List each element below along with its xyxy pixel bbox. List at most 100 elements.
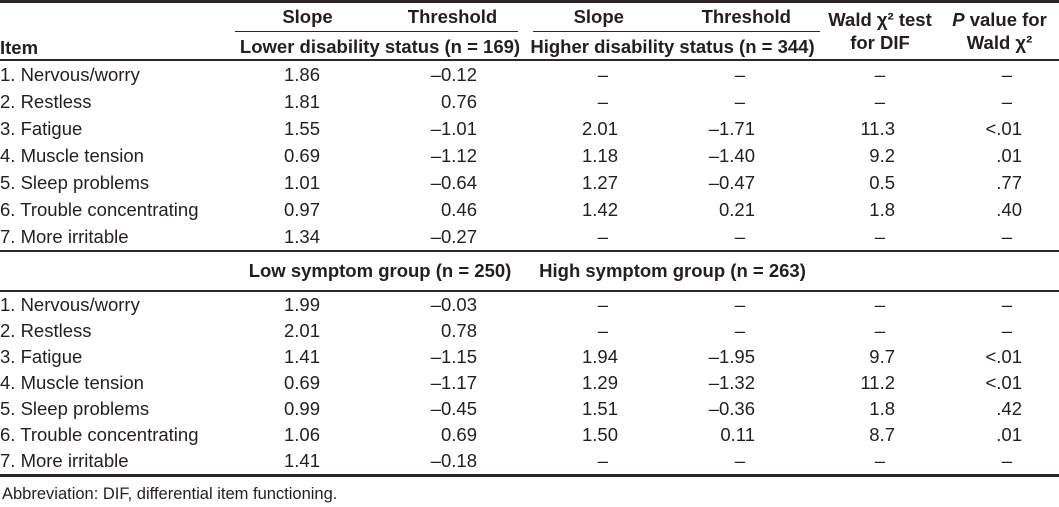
group1-slope-header: Slope [282, 5, 333, 27]
section-symptom-group: Low symptom group (n = 250) High symptom… [0, 250, 1059, 476]
value-cell: –0.36 [708, 398, 756, 419]
value-cell: 1.81 [283, 90, 320, 112]
value-cell: – [1001, 63, 1013, 85]
symptom-group-band-row: Low symptom group (n = 250) High symptom… [0, 250, 1059, 292]
value-cell: 9.2 [869, 144, 896, 166]
value-cell: 0.5 [869, 171, 896, 193]
value-cell: –0.45 [430, 398, 477, 419]
value-cell: 0.99 [283, 398, 320, 419]
value-cell: 1.41 [283, 346, 320, 367]
value-cell: .40 [996, 198, 1023, 220]
value-cell: – [597, 294, 608, 315]
value-cell: – [1001, 294, 1013, 315]
value-cell: 2.01 [283, 320, 320, 341]
value-cell: – [874, 294, 886, 315]
table-row: 1. Nervous/worry 1.99 –0.03 – – – – [0, 291, 1059, 318]
value-cell: 1.01 [283, 171, 320, 193]
wald-header-line1: Wald χ² test [828, 9, 932, 30]
item-cell: 7. More irritable [0, 450, 129, 471]
value-cell: – [597, 450, 608, 471]
table-row: 7. More irritable 1.41 –0.18 – – – – [0, 448, 1059, 476]
wald-header-line2: for DIF [850, 32, 910, 53]
group1-header: Slope Threshold Lower disability status … [235, 1, 525, 61]
value-cell: 1.86 [283, 63, 320, 85]
value-cell: 8.7 [869, 424, 896, 445]
value-cell: – [874, 90, 886, 112]
value-cell: –1.12 [430, 144, 477, 166]
value-cell: –1.40 [708, 144, 756, 166]
value-cell: 0.78 [440, 320, 477, 341]
item-cell: 1. Nervous/worry [0, 294, 140, 315]
band-empty-cell [940, 250, 1059, 292]
value-cell: 0.69 [440, 424, 477, 445]
value-cell: 0.76 [440, 90, 477, 112]
item-cell: 5. Sleep problems [0, 398, 150, 419]
group2-name: Higher disability status (n = 344) [530, 36, 815, 57]
value-cell: – [734, 294, 746, 315]
value-cell: 0.21 [719, 198, 756, 220]
item-cell: 2. Restless [0, 320, 92, 341]
group1-name: Lower disability status (n = 169) [239, 36, 521, 57]
value-cell: – [597, 225, 608, 247]
band-empty-cell [820, 250, 941, 292]
value-cell: 11.3 [860, 117, 896, 139]
group2-rule [533, 31, 821, 32]
value-cell: 11.2 [860, 372, 896, 393]
item-cell: 7. More irritable [0, 225, 129, 247]
value-cell: – [734, 450, 746, 471]
value-cell: 1.18 [581, 144, 618, 166]
group1-rule [235, 31, 518, 32]
value-cell: – [1001, 90, 1013, 112]
group1-subheaders: Slope Threshold [235, 3, 525, 30]
value-cell: 1.29 [581, 372, 618, 393]
table-row: 4. Muscle tension 0.69 –1.17 1.29 –1.32 11.2 <… [0, 370, 1059, 396]
value-cell: –1.71 [708, 117, 756, 139]
value-cell: –0.27 [430, 225, 477, 247]
value-cell: 1.06 [283, 424, 320, 445]
value-cell: –0.64 [430, 171, 477, 193]
value-cell: – [1001, 320, 1013, 341]
value-cell: 1.55 [283, 117, 320, 139]
value-cell: –1.01 [430, 117, 477, 139]
value-cell: –1.17 [430, 372, 477, 393]
value-cell: 1.94 [581, 346, 618, 367]
value-cell: – [734, 90, 746, 112]
item-cell: 6. Trouble concentrating [0, 424, 199, 445]
group2-threshold-header: Threshold [701, 5, 791, 27]
irt-parameter-table: Item Slope Threshold Lower disability st… [0, 0, 1059, 477]
table-row: 5. Sleep problems 0.99 –0.45 1.51 –0.36 1.8 .4… [0, 396, 1059, 422]
section-disability-status: 1. Nervous/worry 1.86 –0.12– – – –2. Restless… [0, 60, 1059, 251]
value-cell: 1.50 [581, 424, 618, 445]
table-row: 3. Fatigue 1.41 –1.15 1.94 –1.95 9.7 <.01 [0, 344, 1059, 370]
value-cell: .77 [996, 171, 1023, 193]
value-cell: 1.8 [869, 398, 896, 419]
high-symptom-group-label: High symptom group (n = 263) [525, 250, 821, 292]
value-cell: 0.69 [283, 372, 320, 393]
table-row: 6. Trouble concentrating 0.97 0.46 1.42 0.21… [0, 196, 1059, 223]
value-cell: 1.34 [283, 225, 320, 247]
value-cell: – [874, 225, 886, 247]
value-cell: – [874, 320, 886, 341]
value-cell: – [597, 63, 608, 85]
value-cell: 1.51 [581, 398, 618, 419]
table-row: 5. Sleep problems 1.01 –0.64 1.27 –0.47 0.5 .7… [0, 169, 1059, 196]
value-cell: –0.47 [708, 171, 756, 193]
value-cell: .01 [996, 424, 1023, 445]
value-cell: 1.42 [581, 198, 618, 220]
value-cell: 2.01 [581, 117, 618, 139]
table-row: 4. Muscle tension 0.69 –1.12 1.18 –1.40 9.2 .0… [0, 142, 1059, 169]
item-column-header: Item [0, 1, 235, 61]
value-cell: – [597, 90, 608, 112]
value-cell: – [734, 320, 746, 341]
group1-threshold-header: Threshold [407, 5, 498, 27]
item-cell: 3. Fatigue [0, 117, 83, 139]
table-row: 6. Trouble concentrating 1.06 0.69 1.50 0.11… [0, 422, 1059, 448]
value-cell: 1.27 [581, 171, 618, 193]
low-symptom-group-label: Low symptom group (n = 250) [235, 250, 525, 292]
value-cell: – [874, 450, 886, 471]
item-cell: 4. Muscle tension [0, 372, 144, 393]
header-row: Item Slope Threshold Lower disability st… [0, 1, 1059, 61]
value-cell: 1.8 [869, 198, 896, 220]
p-symbol: P [952, 9, 965, 30]
